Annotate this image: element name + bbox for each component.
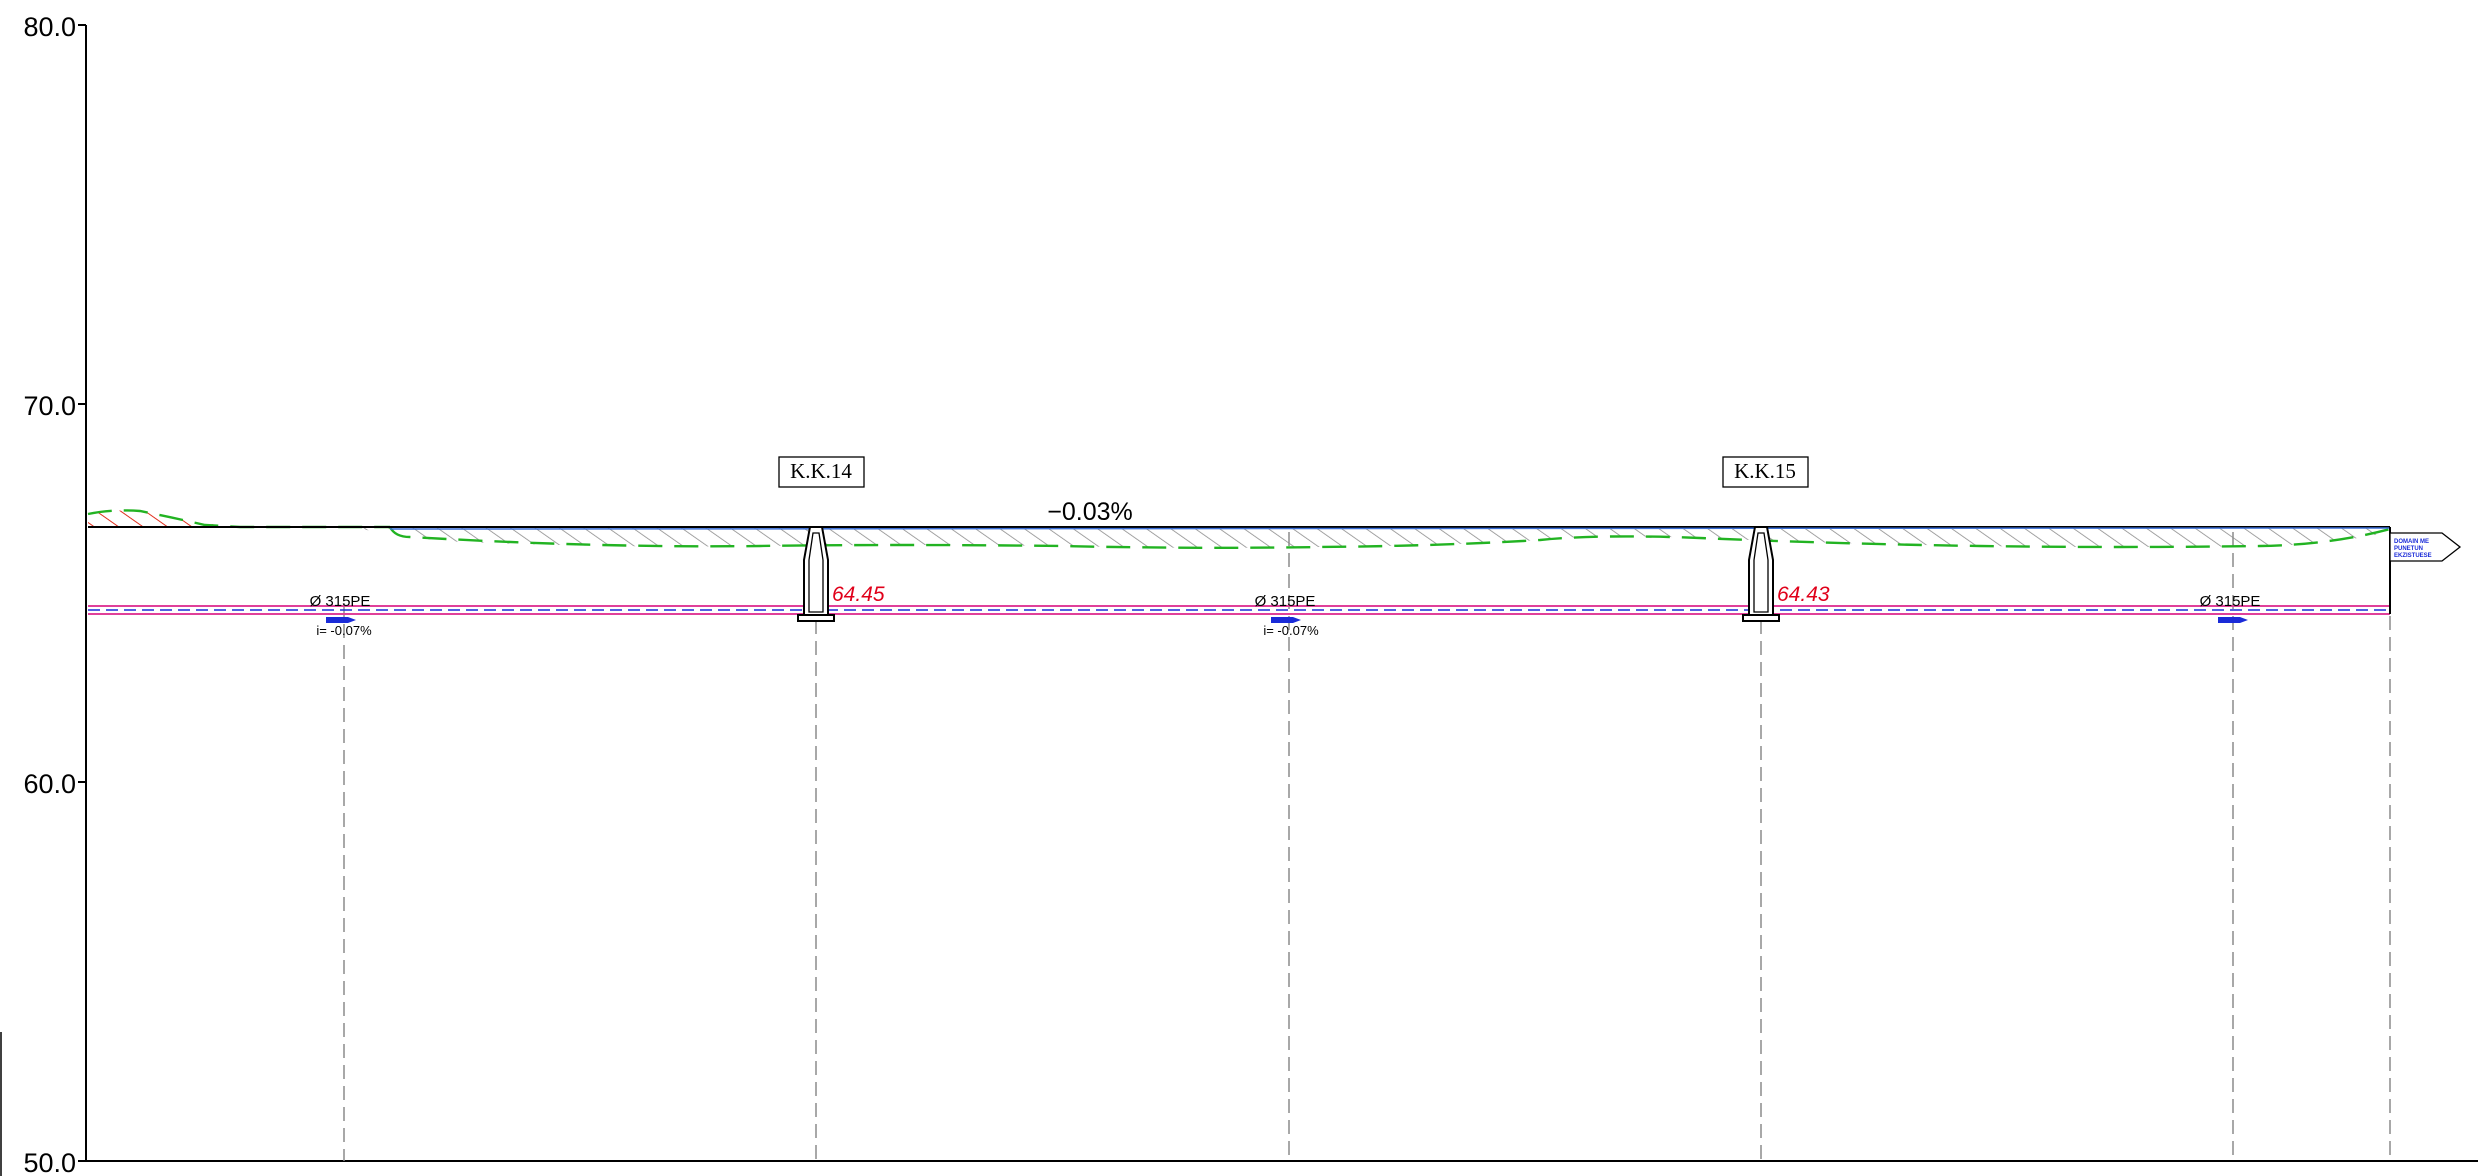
pipe-slope-label: i= -0.07%: [316, 623, 372, 638]
manhole-icon: [803, 526, 829, 616]
design-surface-blue: [389, 527, 2391, 530]
elevation-axis: 80.0 70.0 60.0 50.0: [23, 12, 87, 1176]
outfall-note: PUNETUN: [2394, 546, 2423, 552]
grade-label: −0.03%: [1047, 498, 1133, 526]
ground-hatch-red: [88, 510, 240, 527]
manhole-kk14: K.K.14 64.45: [778, 456, 885, 622]
existing-ground-line: [87, 509, 390, 529]
outfall-connection: DOMAIN ME PUNETUN EKZISTUESE: [2389, 532, 2462, 562]
axis-tick-label: 80.0: [23, 12, 76, 42]
pipe-label: Ø 315PE: [310, 593, 371, 610]
axis-tick-label: 50.0: [23, 1148, 76, 1176]
flow-arrow-icon: [1271, 617, 1301, 623]
ground-hatch: [87, 509, 2391, 549]
pipe-label: Ø 315PE: [1255, 593, 1316, 610]
existing-ground-line: [388, 526, 2391, 549]
pipe-label: Ø 315PE: [2200, 593, 2261, 610]
manhole-icon: [1748, 526, 1774, 616]
manhole-base: [1742, 614, 1780, 622]
manhole-label-box: [778, 456, 865, 488]
flow-arrow-icon: [2218, 617, 2248, 623]
axis-tick-label: 60.0: [23, 769, 76, 799]
manhole-elevation: 64.45: [832, 583, 885, 606]
manhole-inner: [808, 532, 824, 613]
flow-arrow-icon: [326, 617, 356, 623]
manhole-label: K.K.15: [1734, 459, 1796, 483]
outfall-note: EKZISTUESE: [2394, 553, 2432, 559]
manhole-label: K.K.14: [790, 459, 852, 483]
manhole-kk15: K.K.15 64.43: [1722, 456, 1830, 622]
pipe-line: [88, 605, 2390, 615]
flow-arrows: [326, 617, 2248, 623]
outfall-note: DOMAIN ME: [2394, 539, 2429, 545]
axis-tick-label: 70.0: [23, 391, 76, 421]
pipe-slope-label: i= -0.07%: [1263, 623, 1319, 638]
manhole-base: [797, 614, 835, 622]
manhole-elevation: 64.43: [1777, 583, 1830, 606]
ground-hatch-grey: [240, 527, 2390, 548]
manhole-label-box: [1722, 456, 1809, 488]
manhole-inner: [1753, 532, 1769, 613]
connection-arrow-icon: [2389, 532, 2462, 562]
station-gridlines: [343, 532, 2391, 1161]
